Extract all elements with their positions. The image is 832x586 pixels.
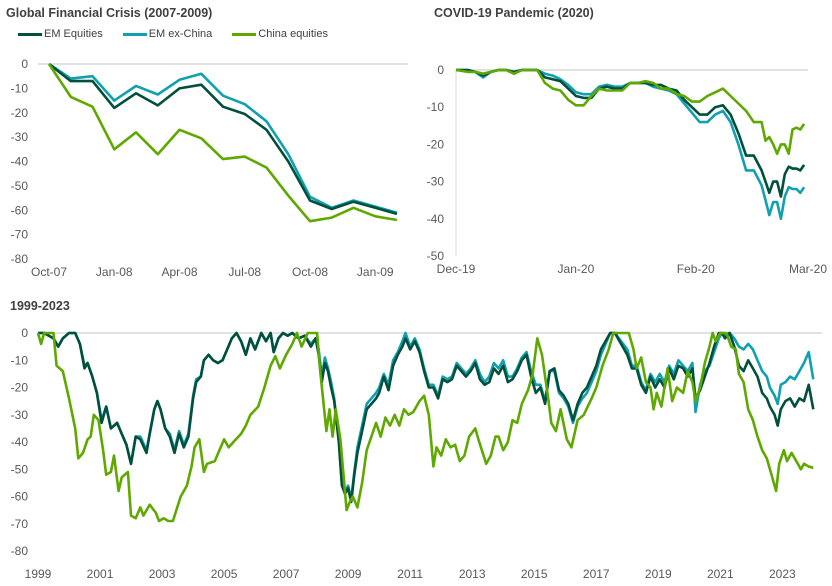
x-tick-label: 2007 [273, 567, 300, 581]
y-tick-label: -30 [11, 408, 29, 422]
y-tick-label: -10 [427, 100, 445, 114]
x-tick-label: 1999 [25, 567, 52, 581]
x-tick-label: Jan-09 [357, 265, 394, 279]
y-tick-label: -70 [11, 228, 29, 242]
x-tick-label: Mar-20 [789, 262, 827, 276]
y-tick-label: -10 [11, 81, 29, 95]
x-tick-label: 2023 [769, 567, 796, 581]
long-term-chart-title: 1999-2023 [10, 299, 70, 313]
legend: EM Equities EM ex-China China equities [18, 28, 328, 40]
series-line-em-equities [456, 68, 806, 198]
y-tick-label: -50 [11, 179, 29, 193]
chart-long_term: 0 -10 -20 -30 -40 -50 -60 -70 -80 1999 2001 2003 200… [11, 326, 822, 581]
x-tick-label: Oct-08 [292, 265, 328, 279]
series-line-china-equities [455, 68, 806, 155]
legend-item-em-equities: EM Equities [18, 28, 103, 40]
x-tick-label: 2015 [521, 567, 548, 581]
legend-swatch-china-equities [232, 32, 257, 36]
y-tick-label: -40 [11, 435, 29, 449]
x-tick-label: Feb-20 [677, 262, 715, 276]
x-tick-label: Jul-08 [228, 265, 261, 279]
y-tick-label: -40 [11, 155, 29, 169]
legend-label: China equities [258, 28, 328, 40]
x-tick-label: 2017 [583, 567, 610, 581]
gfc-chart-title: Global Financial Crisis (2007-2009) [6, 6, 213, 20]
y-tick-label: -70 [11, 517, 29, 531]
series-line-em-equities [48, 62, 398, 216]
x-tick-label: 2021 [707, 567, 734, 581]
x-tick-label: 2011 [397, 567, 423, 581]
y-tick-label: -80 [11, 252, 29, 266]
y-tick-label: -20 [11, 381, 29, 395]
y-tick-label: -30 [427, 175, 445, 189]
x-tick-label: 2003 [149, 567, 176, 581]
y-tick-label: 0 [21, 326, 28, 340]
legend-label: EM ex-China [148, 28, 213, 40]
series-line-china-equities [47, 63, 398, 223]
x-tick-label: 2013 [459, 567, 486, 581]
x-tick-label: Jan-20 [558, 262, 595, 276]
y-tick-label: 0 [21, 57, 28, 71]
y-tick-label: -20 [427, 137, 445, 151]
covid-chart-title: COVID-19 Pandemic (2020) [434, 6, 594, 20]
y-tick-label: -60 [11, 490, 29, 504]
x-tick-label: Apr-08 [161, 265, 197, 279]
series-line-em-ex-china [456, 68, 806, 221]
y-tick-label: -40 [427, 212, 445, 226]
legend-swatch-em-ex-china [122, 32, 147, 36]
y-tick-label: -30 [11, 130, 29, 144]
y-tick-label: -50 [11, 462, 29, 476]
y-tick-label: 0 [437, 63, 444, 77]
series-line-em-equities [38, 331, 815, 504]
x-tick-label: Dec-19 [437, 262, 476, 276]
legend-label: EM Equities [44, 28, 103, 40]
series-line-china-equities [36, 331, 814, 523]
x-tick-label: 2001 [87, 567, 114, 581]
x-tick-label: 2005 [211, 567, 238, 581]
y-tick-label: -80 [11, 544, 29, 558]
y-tick-label: -60 [11, 203, 29, 217]
series-line-em-ex-china [48, 62, 398, 214]
x-tick-label: 2019 [645, 567, 672, 581]
y-tick-label: -20 [11, 106, 29, 120]
y-tick-label: -10 [11, 353, 29, 367]
legend-item-em-ex-china: EM ex-China [122, 28, 213, 40]
x-tick-label: 2009 [335, 567, 362, 581]
x-tick-label: Oct-07 [31, 265, 67, 279]
legend-swatch-em-equities [18, 32, 42, 36]
y-tick-label: -50 [427, 249, 445, 263]
legend-item-china-equities: China equities [232, 28, 328, 40]
x-tick-label: Jan-08 [96, 265, 133, 279]
